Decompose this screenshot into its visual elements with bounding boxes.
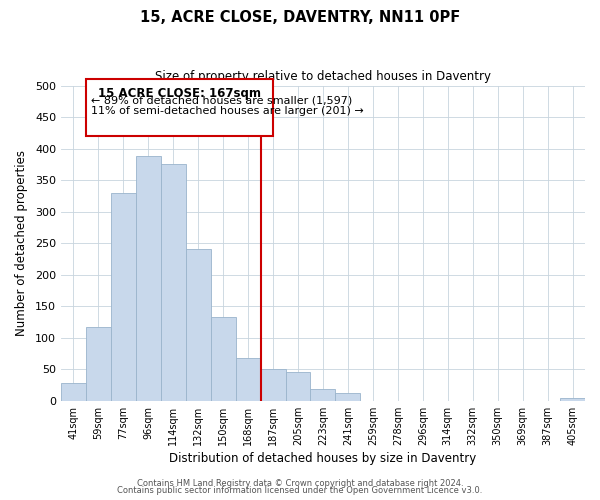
Title: Size of property relative to detached houses in Daventry: Size of property relative to detached ho… xyxy=(155,70,491,83)
Bar xyxy=(161,164,186,401)
Text: 11% of semi-detached houses are larger (201) →: 11% of semi-detached houses are larger (… xyxy=(91,106,364,116)
Bar xyxy=(286,372,310,401)
Bar xyxy=(211,317,236,401)
Bar xyxy=(310,390,335,401)
Bar xyxy=(335,392,361,401)
Text: 15, ACRE CLOSE, DAVENTRY, NN11 0PF: 15, ACRE CLOSE, DAVENTRY, NN11 0PF xyxy=(140,10,460,25)
Bar xyxy=(260,370,286,401)
Text: ← 89% of detached houses are smaller (1,597): ← 89% of detached houses are smaller (1,… xyxy=(91,96,352,106)
X-axis label: Distribution of detached houses by size in Daventry: Distribution of detached houses by size … xyxy=(169,452,476,465)
Bar xyxy=(111,192,136,401)
Text: 15 ACRE CLOSE: 167sqm: 15 ACRE CLOSE: 167sqm xyxy=(98,87,261,100)
Bar xyxy=(61,383,86,401)
Bar xyxy=(86,327,111,401)
Text: Contains HM Land Registry data © Crown copyright and database right 2024.: Contains HM Land Registry data © Crown c… xyxy=(137,478,463,488)
Bar xyxy=(186,250,211,401)
Text: Contains public sector information licensed under the Open Government Licence v3: Contains public sector information licen… xyxy=(118,486,482,495)
Bar xyxy=(560,398,585,401)
Y-axis label: Number of detached properties: Number of detached properties xyxy=(15,150,28,336)
Bar xyxy=(86,80,273,136)
Bar xyxy=(236,358,260,401)
Bar xyxy=(136,156,161,401)
